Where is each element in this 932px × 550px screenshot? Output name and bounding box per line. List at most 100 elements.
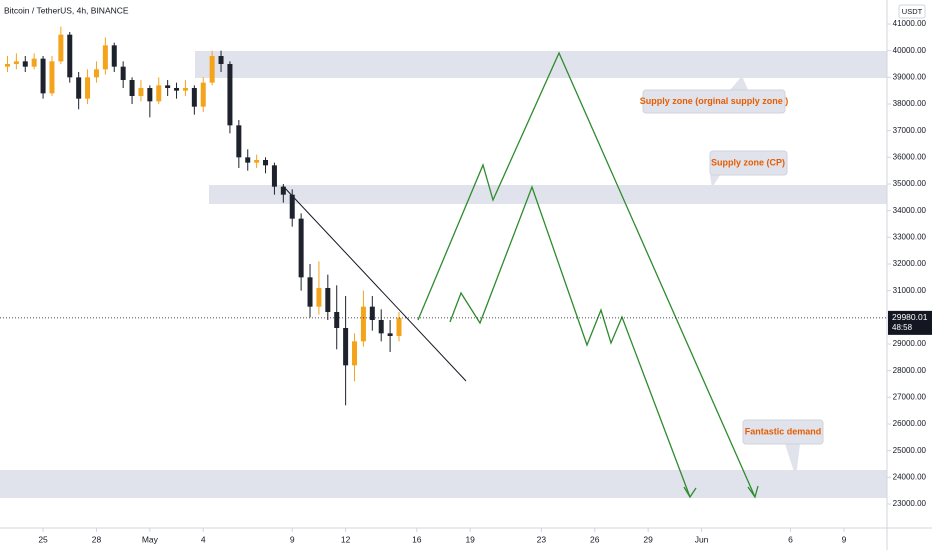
candle-body	[236, 125, 242, 158]
callout-pointer	[730, 76, 748, 90]
demand-zone	[0, 470, 887, 498]
candle-body	[147, 88, 153, 102]
x-tick-label: 23	[537, 534, 547, 544]
supply-zone-cp	[209, 185, 887, 204]
last-price-label: 29980.01	[892, 312, 928, 322]
candle-body	[378, 320, 384, 334]
y-tick-label: 36000.00	[893, 152, 927, 161]
chart-title: Bitcoin / TetherUS, 4h, BINANCE	[4, 5, 129, 15]
candle-body	[280, 186, 286, 195]
candle-body	[360, 306, 366, 342]
candle-body	[40, 58, 46, 94]
candle-body	[271, 165, 277, 187]
y-tick-label: 40000.00	[893, 46, 927, 55]
callout-box	[709, 150, 788, 176]
x-tick-label: 29	[643, 534, 653, 544]
y-tick-label: 23000.00	[893, 499, 927, 508]
last-price-box	[888, 310, 932, 335]
x-tick-label: 9	[842, 534, 847, 544]
y-tick-label: 39000.00	[893, 72, 927, 81]
x-tick-label: 26	[590, 534, 600, 544]
x-tick-label: 25	[38, 534, 48, 544]
y-tick-label: 37000.00	[893, 126, 927, 135]
candle-body	[307, 277, 313, 307]
callout-pointer	[785, 444, 800, 478]
candle-body	[334, 312, 340, 328]
marks	[4, 26, 402, 406]
candle-body	[298, 218, 304, 278]
countdown: 48:58	[892, 323, 913, 332]
candle-body	[387, 333, 393, 336]
candle-body	[227, 64, 233, 126]
callout-box	[642, 89, 786, 114]
x-tick-label: 12	[341, 534, 351, 544]
candle-body	[58, 34, 64, 62]
y-tick-label: 35000.00	[893, 179, 927, 188]
y-tick-label: 25000.00	[893, 446, 927, 455]
candle-body	[31, 58, 37, 67]
x-tick-label: Jun	[695, 534, 709, 544]
candle-body	[49, 61, 55, 94]
y-tick-label: 41000.00	[893, 19, 927, 28]
candle-body	[254, 160, 260, 163]
candle-body	[129, 80, 135, 96]
x-tick-label: 9	[290, 534, 295, 544]
candle-body	[369, 306, 375, 320]
y-tick-label: 31000.00	[893, 286, 927, 295]
annotation: Supply zone (CP)	[711, 157, 785, 167]
y-tick-label: 24000.00	[893, 472, 927, 481]
candle-body	[156, 85, 162, 102]
y-tick-label: 32000.00	[893, 259, 927, 268]
candle-body	[263, 160, 269, 166]
candle-body	[191, 88, 197, 107]
candle-body	[22, 61, 28, 67]
x-tick-label: May	[142, 534, 159, 544]
candle-body	[182, 88, 188, 91]
x-tick-label: 19	[465, 534, 475, 544]
candle-body	[120, 66, 126, 80]
candle-body	[102, 45, 108, 70]
x-tick-label: 28	[92, 534, 102, 544]
candle-body	[316, 288, 322, 307]
projection-path	[417, 51, 756, 498]
candle-body	[138, 88, 144, 96]
x-tick-label: 4	[201, 534, 206, 544]
currency: USDT	[902, 7, 923, 16]
candle-body	[85, 77, 91, 99]
supply-zone-original	[195, 51, 887, 78]
arrow-head	[747, 485, 759, 499]
y-tick-label: 29000.00	[893, 339, 927, 348]
y-tick-label: 34000.00	[893, 206, 927, 215]
x-tick-label: 6	[788, 534, 793, 544]
candle-body	[13, 61, 19, 64]
y-tick-label: 26000.00	[893, 419, 927, 428]
projection-path	[449, 185, 691, 498]
callout-pointer	[710, 175, 720, 188]
candle-body	[165, 85, 171, 88]
candle-body	[111, 45, 117, 67]
candle-body	[93, 69, 99, 78]
candle-body	[218, 56, 224, 64]
candle-body	[343, 328, 349, 366]
annotation: Fantastic demand	[745, 426, 822, 436]
candle-body	[396, 317, 402, 336]
trendline	[282, 185, 467, 382]
currency-box	[898, 4, 926, 19]
y-tick-label: 33000.00	[893, 232, 927, 241]
callout-box	[742, 419, 824, 445]
candle-body	[174, 88, 180, 91]
arrow-head	[683, 486, 697, 499]
candle-body	[289, 194, 295, 219]
y-tick-label: 38000.00	[893, 99, 927, 108]
annotation: Supply zone (orginal supply zone )	[640, 96, 789, 106]
candle-body	[67, 34, 73, 78]
candle-body	[325, 288, 331, 312]
candle-body	[352, 341, 358, 366]
y-tick-label: 28000.00	[893, 366, 927, 375]
candle-body	[200, 82, 206, 107]
x-tick-label: 16	[412, 534, 422, 544]
candle-body	[209, 56, 215, 83]
candle-body	[4, 64, 10, 67]
